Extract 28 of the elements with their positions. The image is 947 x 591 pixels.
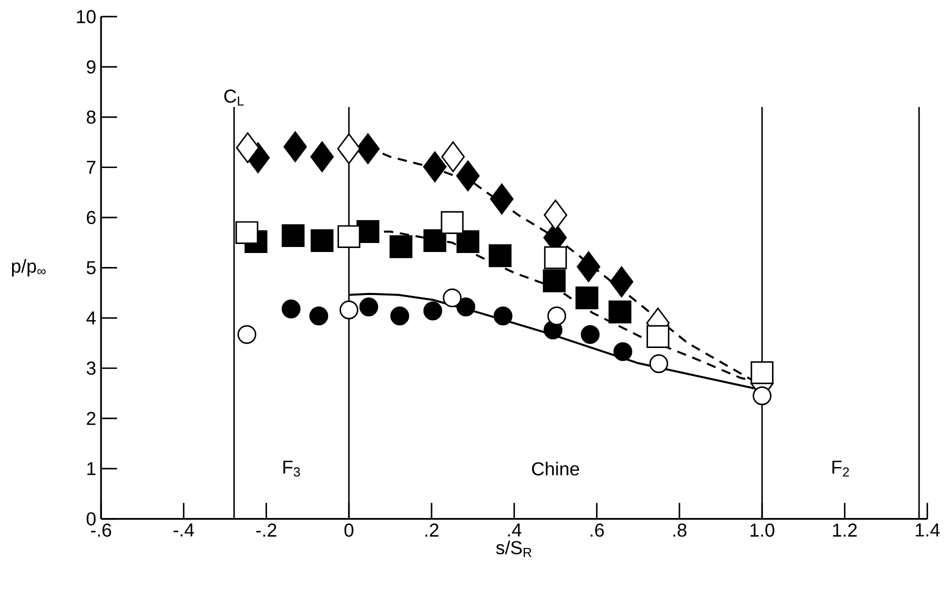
x-tick-label: -.4 xyxy=(174,524,194,536)
y-tick-label: 10 xyxy=(76,10,96,24)
annotation: F$_{2}$ xyxy=(832,460,849,477)
x-tick-label: 0 xyxy=(344,524,354,537)
x-tick-label: .4 xyxy=(508,524,522,536)
x-tick-label: 1.4 xyxy=(916,524,940,536)
y-tick-label: 1 xyxy=(87,462,96,476)
y-tick-label: 4 xyxy=(86,312,96,324)
y-tick-label: 2 xyxy=(86,412,96,425)
y-axis-title: p/p$_{∞}$ xyxy=(12,259,46,277)
x-tick-label: .8 xyxy=(673,524,686,537)
x-tick-label: 1.2 xyxy=(833,524,857,537)
y-tick-label: 7 xyxy=(86,160,96,174)
ref-line-label: C$_{L}$ xyxy=(224,90,244,106)
x-tick-label: 1.0 xyxy=(750,524,774,537)
y-tick-label: 6 xyxy=(86,210,96,224)
x-tick-label: .2 xyxy=(425,524,438,537)
y-tick-label: 3 xyxy=(86,362,96,375)
y-tick-label: 0 xyxy=(86,512,96,526)
y-tick-label: 8 xyxy=(86,110,96,124)
y-tick-label: 9 xyxy=(86,60,96,74)
y-tick-label: 5 xyxy=(86,261,96,274)
annotation: Chine xyxy=(532,462,580,476)
x-tick-label: -.6 xyxy=(90,524,112,537)
x-axis-title: s/S$_{R}$ xyxy=(496,540,532,558)
x-tick-label: .6 xyxy=(590,524,604,537)
x-tick-label: -.2 xyxy=(256,524,276,537)
annotation: F$_{3}$ xyxy=(283,460,300,477)
